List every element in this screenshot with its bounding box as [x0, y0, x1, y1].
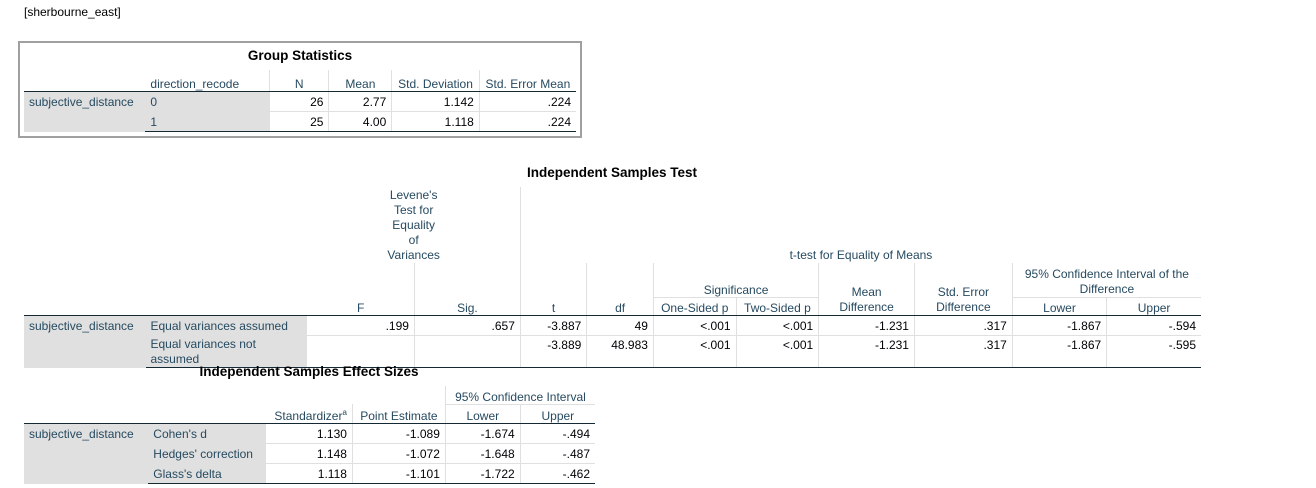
col-lower: Lower	[444, 404, 521, 423]
col-mean-difference: Mean Difference	[818, 263, 915, 315]
group-statistics-frame[interactable]	[18, 41, 582, 138]
cell-mean: 2.77	[328, 91, 392, 112]
cell-point-estimate: -1.072	[351, 443, 446, 464]
cell-sig: .657	[413, 315, 521, 336]
row-sublabel: Equal variances assumed	[145, 315, 308, 336]
cell-upper: -.594	[1106, 315, 1201, 336]
cell-sd: 1.118	[391, 111, 480, 132]
col-n: N	[268, 70, 329, 91]
row-sublabel: Hedges' correction	[148, 443, 266, 464]
cell-se-difference: .317	[913, 335, 1013, 368]
cell-standardizer: 1.148	[265, 443, 353, 464]
cell-mean-difference: -1.231	[818, 315, 915, 336]
col-one-sided-p: One-Sided p	[652, 297, 737, 315]
table-row: Equal variances not assumed -3.889 48.98…	[24, 335, 1201, 368]
row-label: subjective_distance	[24, 423, 149, 484]
col-df: df	[586, 263, 654, 315]
standardizer-label: Standardizer	[274, 409, 343, 423]
cell-two-sided-p: <.001	[735, 335, 819, 368]
row-sublabel: Cohen's d	[148, 423, 266, 444]
cell-df: 48.983	[586, 335, 654, 368]
col-point-estimate: Point Estimate	[351, 404, 446, 423]
col-std-error-difference: Std. Error Difference	[913, 263, 1013, 315]
table-row: Hedges' correction 1.148 -1.072 -1.648 -…	[24, 443, 595, 464]
levene-header: Levene's Test for Equality of Variances	[387, 188, 440, 262]
cell-lower: -1.867	[1011, 335, 1107, 368]
cell-one-sided-p: <.001	[652, 315, 737, 336]
cell-lower: -1.674	[444, 423, 521, 444]
independent-test-table: Levene's Test for Equality of Variances …	[24, 187, 1201, 368]
row-label: subjective_distance	[24, 315, 146, 368]
cell-one-sided-p: <.001	[652, 335, 737, 368]
col-lower: Lower	[1011, 297, 1107, 315]
effect-sizes-title: Independent Samples Effect Sizes	[199, 364, 419, 379]
table-row: subjective_distance Cohen's d 1.130 -1.0…	[24, 423, 595, 484]
effect-ci-header: 95% Confidence Interval	[444, 386, 595, 405]
col-upper: Upper	[519, 404, 595, 423]
group-label: 1	[145, 111, 270, 132]
col-t: t	[519, 263, 587, 315]
group-statistics-table: direction_recode N Mean Std. Deviation S…	[24, 70, 576, 132]
cell-f	[307, 335, 415, 368]
cell-sem: .224	[478, 111, 576, 132]
cell-sd: 1.142	[391, 91, 480, 112]
group-statistics-title: Group Statistics	[247, 48, 353, 63]
cell-sig	[413, 335, 521, 368]
cell-two-sided-p: <.001	[735, 315, 819, 336]
standardizer-footnote-marker: a	[342, 408, 347, 417]
cell-n: 26	[268, 91, 329, 112]
cell-standardizer: 1.118	[265, 463, 353, 484]
cell-point-estimate: -1.089	[351, 423, 446, 444]
col-standardizer: Standardizera	[266, 404, 353, 423]
significance-header: Significance	[652, 263, 819, 298]
cell-t: -3.889	[519, 335, 587, 368]
cell-lower: -1.722	[444, 463, 521, 484]
effect-sizes-table: 95% Confidence Interval Standardizera Po…	[24, 386, 595, 484]
col-upper: Upper	[1106, 297, 1201, 315]
col-mean: Mean	[328, 70, 392, 91]
cell-sem: .224	[478, 91, 576, 112]
table-row: subjective_distance Equal variances assu…	[24, 315, 1201, 368]
cell-lower: -1.648	[444, 443, 521, 464]
cell-upper: -.494	[519, 423, 595, 444]
cell-t: -3.887	[519, 315, 587, 336]
col-std-deviation: Std. Deviation	[391, 70, 480, 91]
group-label: 0	[145, 91, 270, 112]
row-label: subjective_distance	[24, 91, 146, 132]
independent-test-title: Independent Samples Test	[526, 165, 698, 180]
col-sig: Sig.	[413, 263, 521, 315]
cell-f: .199	[307, 315, 415, 336]
col-direction-recode: direction_recode	[150, 77, 240, 91]
ttest-header: t-test for Equality of Means	[519, 187, 1201, 263]
cell-df: 49	[586, 315, 654, 336]
cell-lower: -1.867	[1011, 315, 1107, 336]
cell-standardizer: 1.130	[265, 423, 353, 444]
cell-mean: 4.00	[328, 111, 392, 132]
table-row: subjective_distance 0 26 2.77 1.142 .224	[24, 91, 576, 132]
cell-se-difference: .317	[913, 315, 1013, 336]
table-row: Glass's delta 1.118 -1.101 -1.722 -.462	[24, 463, 595, 484]
cell-upper: -.595	[1106, 335, 1201, 368]
ci-header: 95% Confidence Interval of the Differenc…	[1011, 263, 1201, 298]
cell-mean-difference: -1.231	[818, 335, 915, 368]
cell-upper: -.462	[519, 463, 595, 484]
row-sublabel: Equal variances not assumed	[145, 335, 308, 368]
col-two-sided-p: Two-Sided p	[735, 297, 819, 315]
col-std-error-mean: Std. Error Mean	[478, 70, 576, 91]
dataset-label: [sherbourne_east]	[24, 5, 121, 19]
row-sublabel: Glass's delta	[148, 463, 266, 484]
col-f: F	[357, 301, 365, 315]
table-row: 1 25 4.00 1.118 .224	[24, 111, 576, 132]
cell-n: 25	[268, 111, 329, 132]
cell-upper: -.487	[519, 443, 595, 464]
cell-point-estimate: -1.101	[351, 463, 446, 484]
